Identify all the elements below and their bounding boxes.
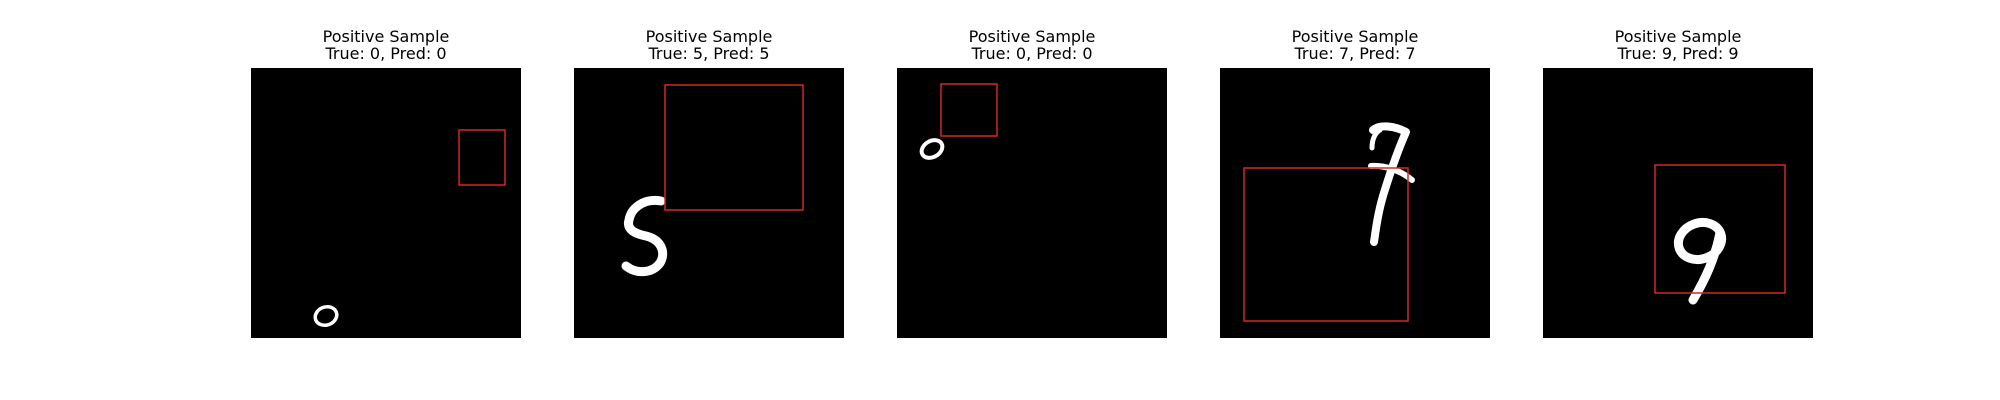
digit-stroke — [919, 138, 945, 160]
panel-title: Positive Sample True: 9, Pred: 9 — [1543, 28, 1813, 62]
digit-image — [1220, 68, 1490, 338]
panel-label: True: 0, Pred: 0 — [971, 44, 1093, 63]
sample-panel-2: Positive Sample True: 5, Pred: 5 — [574, 28, 844, 340]
panel-title: Positive Sample True: 0, Pred: 0 — [251, 28, 521, 62]
bounding-box — [1654, 164, 1786, 294]
panel-heading: Positive Sample — [1614, 27, 1742, 46]
panel-title: Positive Sample True: 7, Pred: 7 — [1220, 28, 1490, 62]
panel-label: True: 7, Pred: 7 — [1294, 44, 1416, 63]
digit-stroke — [621, 195, 668, 277]
digit-stroke — [1369, 122, 1410, 246]
panel-label: True: 0, Pred: 0 — [325, 44, 447, 63]
digit-image — [574, 68, 844, 338]
digit-stroke — [313, 304, 339, 328]
sample-panel-1: Positive Sample True: 0, Pred: 0 — [251, 28, 521, 340]
bounding-box — [1243, 167, 1409, 322]
bounding-box — [940, 83, 998, 137]
digit-image — [1543, 68, 1813, 338]
panel-label: True: 5, Pred: 5 — [648, 44, 770, 63]
digit-crossbar — [1368, 162, 1415, 183]
digit-stroke — [1688, 228, 1725, 305]
panel-label: True: 9, Pred: 9 — [1617, 44, 1739, 63]
digit-image — [251, 68, 521, 338]
bounding-box — [458, 129, 506, 186]
sample-panel-3: Positive Sample True: 0, Pred: 0 — [897, 28, 1167, 340]
digit-image — [897, 68, 1167, 338]
sample-panel-5: Positive Sample True: 9, Pred: 9 — [1543, 28, 1813, 340]
panel-heading: Positive Sample — [645, 27, 773, 46]
panel-heading: Positive Sample — [1291, 27, 1419, 46]
panel-title: Positive Sample True: 5, Pred: 5 — [574, 28, 844, 62]
panel-heading: Positive Sample — [322, 27, 450, 46]
sample-panel-4: Positive Sample True: 7, Pred: 7 — [1220, 28, 1490, 340]
bounding-box — [664, 84, 804, 211]
panel-title: Positive Sample True: 0, Pred: 0 — [897, 28, 1167, 62]
panel-heading: Positive Sample — [968, 27, 1096, 46]
